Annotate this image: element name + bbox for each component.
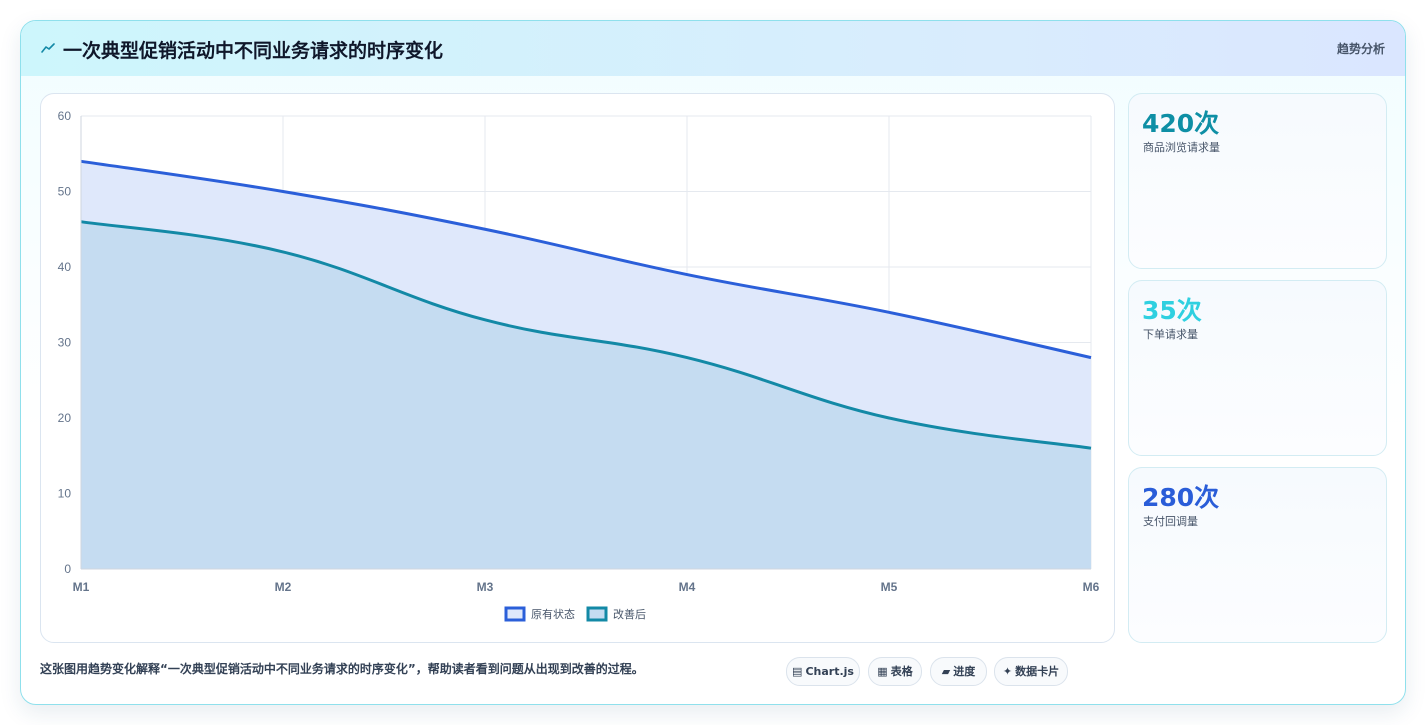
card-header: 一次典型促销活动中不同业务请求的时序变化 趋势分析 (21, 21, 1405, 76)
report-card: 一次典型促销活动中不同业务请求的时序变化 趋势分析 0 10 20 30 40 50 60 M… (20, 20, 1406, 705)
legend-label: 改善后 (613, 607, 646, 621)
chart-title: 一次典型促销活动中不同业务请求的时序变化 (63, 40, 444, 62)
kpi-label: 支付回调量 (1143, 515, 1198, 528)
y-tick-label: 50 (58, 185, 72, 199)
series-area-1 (81, 221, 1091, 569)
chip-data-card[interactable]: ✦ 数据卡片 (994, 657, 1068, 686)
chart-icon: ▤ (792, 665, 803, 678)
legend-label: 原有状态 (531, 607, 575, 621)
chip-label: Chart.js (805, 665, 854, 678)
y-tick-label: 10 (58, 487, 72, 501)
x-tick-label: M6 (1083, 580, 1100, 594)
legend-swatch (586, 606, 608, 622)
x-tick-label: M3 (477, 580, 494, 594)
x-tick-label: M5 (881, 580, 898, 594)
chip-label: 表格 (890, 665, 913, 678)
chip-label: 进度 (953, 665, 976, 678)
kpi-value: 420次 (1142, 109, 1220, 138)
y-tick-label: 40 (58, 260, 72, 274)
kpi-label: 商品浏览请求量 (1143, 141, 1220, 154)
y-tick-label: 0 (64, 562, 71, 576)
kpi-card-browse: 420次 商品浏览请求量 (1128, 93, 1387, 269)
x-tick-label: M2 (275, 580, 292, 594)
area-chart: 0 10 20 30 40 50 60 M1 M2 M3 M4 M5 M6 原有状态 改善后 (58, 109, 1100, 622)
chip-table[interactable]: ▦ 表格 (868, 657, 922, 686)
y-tick-label: 30 (58, 336, 72, 350)
kpi-label: 下单请求量 (1143, 328, 1198, 341)
x-tick-label: M1 (73, 580, 90, 594)
table-icon: ▦ (877, 665, 888, 678)
y-tick-label: 20 (58, 411, 72, 425)
y-tick-label: 60 (58, 109, 72, 123)
kpi-value: 280次 (1142, 483, 1220, 512)
kpi-card-payment: 280次 支付回调量 (1128, 467, 1387, 643)
data-card-icon: ✦ (1002, 665, 1013, 678)
progress-icon: ▰ (941, 665, 951, 678)
x-tick-label: M4 (679, 580, 696, 594)
kpi-value: 35次 (1142, 296, 1202, 325)
chip-progress[interactable]: ▰ 进度 (930, 657, 987, 686)
legend-swatch (504, 606, 526, 622)
chip-label: 数据卡片 (1015, 665, 1060, 678)
kpi-card-order: 35次 下单请求量 (1128, 280, 1387, 456)
chart-description: 这张图用趋势变化解释“一次典型促销活动中不同业务请求的时序变化”，帮助读者看到问… (40, 662, 644, 676)
series-line-0 (80, 159, 1092, 360)
chart-panel: 0 10 20 30 40 50 60 M1 M2 M3 M4 M5 M6 原有状态 改善后 (40, 93, 1115, 643)
section-tag: 趋势分析 (1336, 42, 1385, 56)
trend-line-icon (41, 43, 55, 53)
series-line-1 (80, 220, 1092, 450)
chip-chartjs[interactable]: ▤ Chart.js (786, 657, 860, 686)
